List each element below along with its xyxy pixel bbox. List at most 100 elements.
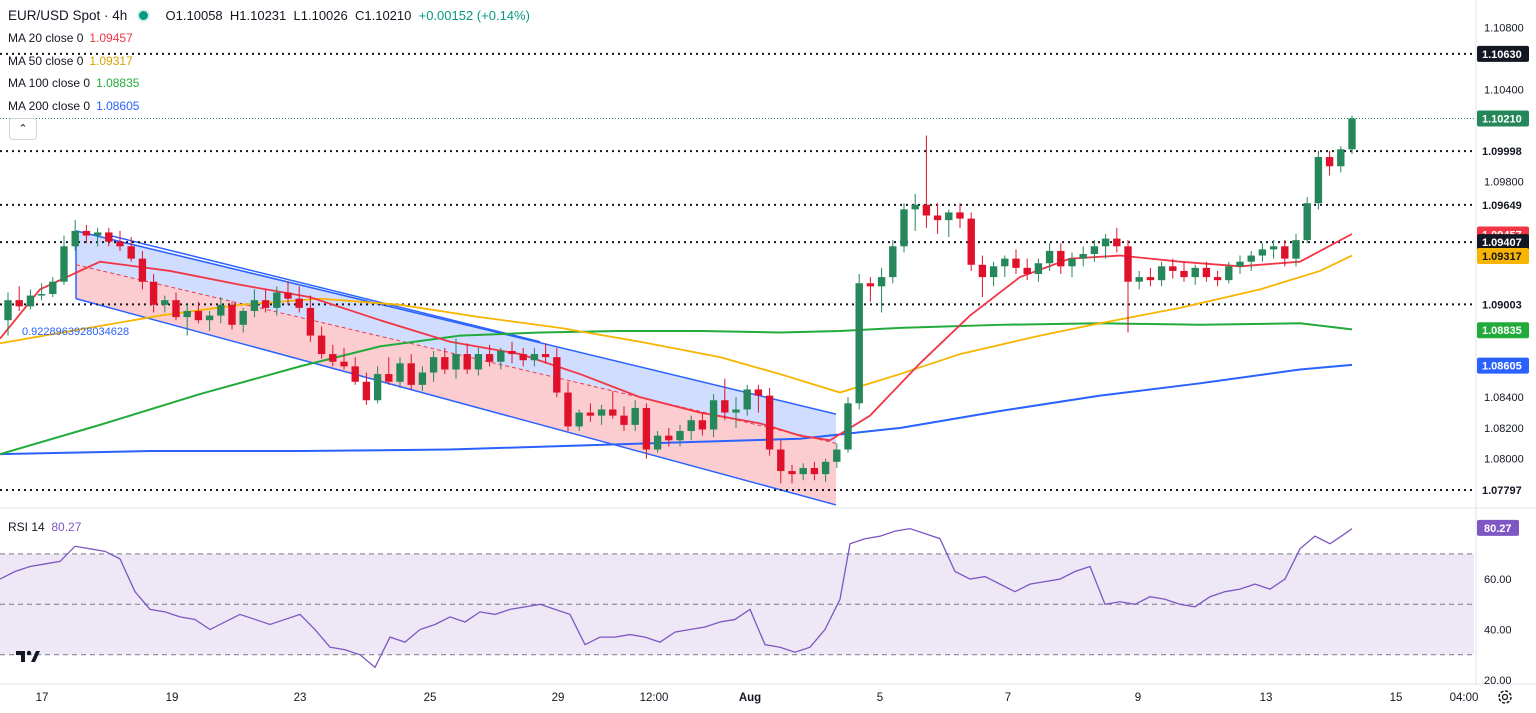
candle-body [553,357,561,393]
price-badge-bg [1476,481,1530,499]
rsi-legend[interactable]: RSI 14 80.27 [8,520,81,534]
candle [698,412,707,436]
candle [429,350,438,382]
candle-body [183,310,191,318]
price-badge-text: 1.10630 [1482,49,1522,61]
candle [754,384,763,413]
candle [967,212,975,271]
candle-body [1023,267,1031,275]
candle [631,400,639,432]
price-badge: 1.10210 [1477,110,1529,127]
price-badge-text: 1.10210 [1482,114,1522,126]
candle [239,307,247,333]
candle [127,237,135,262]
price-badge-bg [1477,234,1529,251]
candle [4,292,12,336]
ma50-legend[interactable]: MA 50 close 0 1.09317 [8,54,133,68]
time-tick-label: 13 [1260,692,1273,704]
candle [1057,243,1065,275]
time-tick-label: 29 [552,692,565,704]
candle-body [1292,240,1300,259]
close-value: C1.10210 [354,8,412,23]
candle [15,286,23,311]
candle-body [653,435,662,450]
candle-body [978,264,987,278]
rsi-line [0,527,1353,669]
candle-body [1325,157,1334,167]
candle [900,203,908,253]
candle-body [15,300,23,307]
collapse-legend-button[interactable]: ⌃ [9,118,37,140]
candle [497,347,505,370]
price-badge: 1.07797 [1476,481,1530,499]
candle-body [1045,250,1054,264]
time-tick-label: Aug [739,692,761,704]
candle-body [1135,277,1143,282]
candle-body [1169,266,1177,271]
change-value: +0.00152 (+0.14%) [418,8,530,23]
candle-body [149,281,158,305]
candle-body [575,412,583,427]
candle-body [989,266,998,278]
candle [149,274,158,313]
candle-body [877,277,886,287]
ma20-line [0,233,1353,442]
candle-body [1314,157,1323,204]
ma20-legend[interactable]: MA 20 close 0 1.09457 [8,31,133,45]
ma200-label: MA 200 close 0 [8,99,91,113]
candle-body [945,212,953,221]
candle-body [116,241,124,247]
candle [452,338,460,379]
candle [351,357,359,385]
candle-body [1236,261,1244,267]
candle-body [889,246,897,278]
candle [676,424,684,447]
price-badge: 1.09407 [1477,234,1529,251]
candle-body [306,307,315,336]
price-badge: 1.09003 [1476,295,1530,313]
candle [1169,258,1177,279]
candle [855,274,863,410]
ma100-legend[interactable]: MA 100 close 0 1.08835 [8,76,139,90]
candle [1348,115,1356,154]
candle-body [1225,266,1233,281]
candle [385,357,393,385]
candle-body [541,354,550,358]
candle [1180,261,1188,282]
candle [743,384,751,416]
price-badge-bg [1477,322,1529,339]
rsi-badge-bg [1477,519,1519,536]
candle-body [1191,267,1199,278]
candle [228,301,236,330]
candle-body [609,409,617,416]
candle-body [732,409,740,413]
candle-body [261,300,270,308]
candle [945,209,953,238]
candle-body [329,354,337,362]
ma100-label: MA 100 close 0 [8,76,91,90]
trend-line [109,234,541,343]
gear-icon[interactable] [1496,688,1514,706]
symbol-title[interactable]: EUR/USD Spot · 4h [8,8,128,23]
candle [665,427,673,447]
candle-body [1113,238,1121,247]
candle [1023,258,1031,281]
candle [1135,270,1143,290]
price-badge-bg [1476,142,1530,160]
candle-body [373,374,382,401]
candle [1001,255,1009,278]
candle [530,347,539,367]
candle-body [26,295,35,307]
candle [60,235,68,285]
time-tick-label: 23 [294,692,307,704]
channel-lower-line [75,297,837,506]
tradingview-logo-icon[interactable] [14,646,40,666]
price-badge-bg [1476,196,1530,214]
time-tick-label: 15 [1390,692,1403,704]
candle [956,203,964,228]
candle-body [620,415,628,425]
ma200-legend[interactable]: MA 200 close 0 1.08605 [8,99,139,113]
candle [1337,146,1345,173]
candle-body [676,431,684,441]
